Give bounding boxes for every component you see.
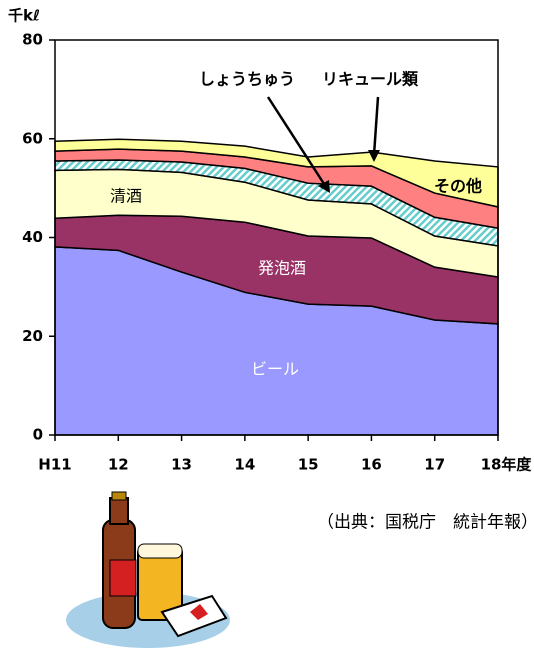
x-tick-label: 14 xyxy=(234,456,255,474)
x-tick-label: 17 xyxy=(424,456,445,474)
series-label: 清酒 xyxy=(110,187,142,206)
y-tick-label: 0 xyxy=(33,426,43,444)
y-tick-label: 60 xyxy=(22,129,43,147)
series-label: リキュール類 xyxy=(322,70,419,89)
x-tick-label: H11 xyxy=(38,456,71,474)
x-tick-label: 13 xyxy=(171,456,192,474)
series-label: ビール xyxy=(251,360,299,379)
series-label: その他 xyxy=(434,177,482,196)
x-tick-label: 15 xyxy=(298,456,319,474)
y-tick-label: 40 xyxy=(22,228,43,246)
x-tick-label: 16 xyxy=(361,456,382,474)
x-tick-label: 18年度 xyxy=(481,456,533,474)
series-label: 発泡酒 xyxy=(258,259,306,278)
source-note: （出典：国税庁 統計年報） xyxy=(317,513,534,533)
x-tick-label: 12 xyxy=(108,456,129,474)
unit-label: 千kℓ xyxy=(8,7,40,25)
beer-illustration xyxy=(66,491,230,648)
y-tick-label: 20 xyxy=(22,327,43,345)
annotation-arrows xyxy=(266,96,380,193)
series-label: しょうちゅう xyxy=(199,70,295,89)
y-tick-label: 80 xyxy=(22,31,43,49)
